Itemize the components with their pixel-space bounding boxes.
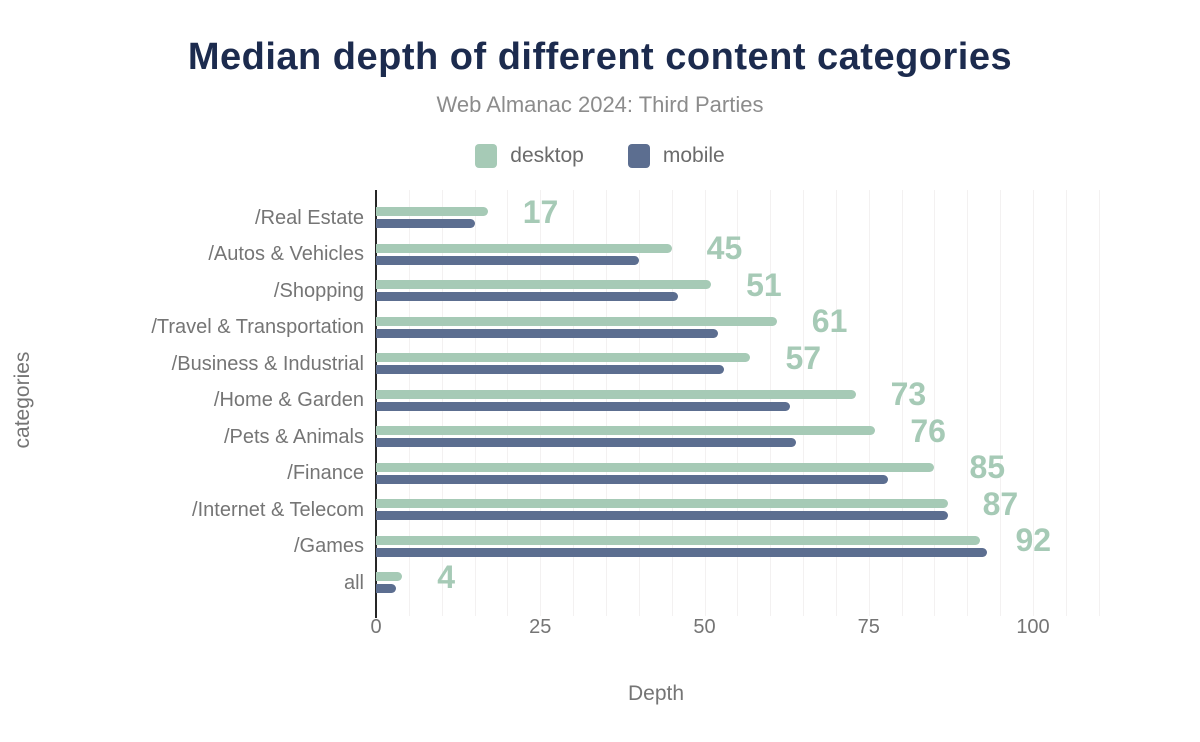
value-label: 73 (890, 376, 927, 412)
gridline (1065, 190, 1067, 616)
bar-mobile (376, 328, 718, 338)
legend-item-mobile: mobile (627, 144, 725, 168)
bar-desktop (376, 462, 935, 472)
value-label: 51 (746, 266, 782, 303)
bar-desktop (376, 280, 712, 289)
x-tick-label: 0 (370, 616, 382, 638)
bar-desktop (376, 499, 948, 508)
gridline (934, 190, 936, 616)
legend-label: mobile (662, 144, 725, 167)
category-label: /Real Estate (255, 206, 364, 229)
bar-mobile (376, 547, 987, 557)
category-label: /Shopping (273, 279, 364, 302)
x-axis-title: Depth (627, 682, 685, 705)
bar-desktop (376, 426, 876, 435)
gridline (803, 190, 805, 616)
category-label: /Games (293, 535, 364, 557)
legend-item-desktop: desktop (475, 144, 584, 168)
value-label: 92 (1015, 522, 1052, 558)
bar-mobile (376, 584, 396, 593)
x-tick-label: 100 (1016, 616, 1050, 638)
bar-desktop (376, 353, 751, 362)
bar-desktop (376, 243, 672, 253)
bar-desktop (376, 207, 488, 216)
value-label: 17 (522, 193, 559, 230)
bar-mobile (376, 365, 725, 374)
category-label: /Pets & Animals (223, 425, 364, 448)
category-label: /Internet & Telecom (192, 498, 364, 521)
bar-mobile (376, 219, 475, 228)
bar-desktop (376, 389, 856, 399)
category-label: /Business & Industrial (171, 352, 364, 375)
gridline (901, 190, 903, 616)
bar-mobile (376, 255, 639, 265)
bar-mobile (376, 511, 948, 520)
value-label: 87 (982, 485, 1019, 522)
bar-mobile (376, 474, 889, 484)
category-label: /Home & Garden (213, 389, 364, 411)
legend-swatch-mobile (627, 144, 650, 168)
gridline (967, 190, 969, 616)
plot-area: 17 45 51 61 57 73 76 85 87 92 4 (375, 190, 1100, 618)
bar-desktop (376, 316, 777, 326)
gridline (835, 190, 837, 616)
value-label: 85 (969, 449, 1006, 485)
legend-swatch-desktop (475, 144, 498, 168)
gridline (1098, 190, 1100, 616)
gridline (868, 190, 870, 616)
value-label: 76 (910, 412, 946, 449)
value-label: 57 (785, 339, 822, 376)
value-label: 4 (437, 558, 456, 595)
value-label: 45 (706, 230, 743, 266)
category-label: /Travel & Transportation (151, 316, 364, 338)
bar-mobile (376, 438, 797, 447)
legend-label: desktop (510, 144, 584, 167)
bar-mobile (376, 292, 679, 301)
value-label: 61 (811, 303, 848, 339)
x-tick-label: 75 (857, 616, 880, 638)
bar-mobile (376, 401, 790, 411)
chart-subtitle: Web Almanac 2024: Third Parties (436, 92, 764, 117)
bar-desktop (376, 535, 981, 545)
gridline (1000, 190, 1002, 616)
bar-desktop (376, 572, 403, 581)
category-label: /Finance (287, 462, 364, 484)
gridline (1033, 190, 1034, 616)
x-tick-label: 25 (529, 616, 552, 638)
x-tick-label: 50 (693, 616, 716, 638)
category-label: /Autos & Vehicles (208, 243, 364, 265)
legend: desktop mobile (0, 142, 1200, 170)
category-label: all (343, 571, 364, 594)
chart-title: Median depth of different content catego… (187, 36, 1013, 78)
